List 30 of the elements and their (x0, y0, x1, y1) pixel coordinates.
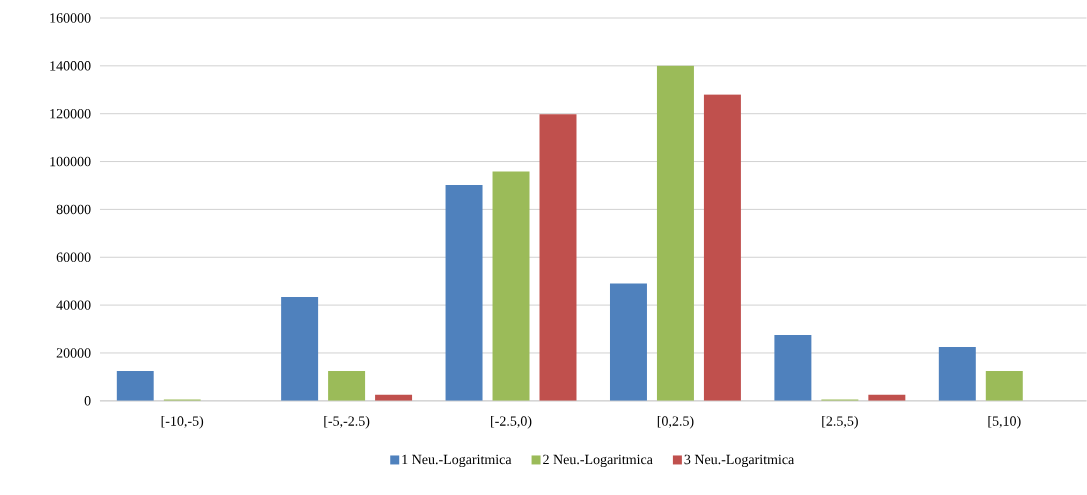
y-tick-label: 120000 (50, 109, 91, 119)
bar (703, 94, 741, 401)
x-tick-label: [-10,-5) (161, 416, 204, 429)
x-tick-label: [5,10) (988, 416, 1021, 429)
x-tick-label: [2.5,5) (822, 416, 858, 429)
y-tick-label: 100000 (50, 156, 91, 167)
bar (539, 114, 577, 401)
bar (328, 371, 366, 401)
bar (116, 371, 154, 401)
legend-label: 1 Neu.-Logaritmica (402, 454, 512, 468)
y-tick-label: 140000 (50, 61, 91, 71)
x-tick-label: [-2.5,0) (491, 416, 532, 429)
bar (492, 171, 530, 401)
bar (656, 65, 694, 401)
y-tick-label: 160000 (50, 13, 91, 23)
bar (445, 185, 483, 401)
bar (985, 371, 1023, 401)
y-tick-label: 20000 (56, 348, 91, 358)
x-tick-label: [0,2.5) (657, 416, 694, 429)
bar (609, 283, 647, 401)
x-tick-label: [-5,-2.5) (324, 416, 370, 429)
y-tick-label: 0 (84, 396, 91, 406)
bar (774, 335, 812, 401)
bar (281, 297, 319, 401)
y-tick-label: 40000 (56, 300, 91, 310)
bar (938, 347, 976, 401)
y-tick-label: 80000 (56, 204, 91, 215)
legend-label: 3 Neu.-Logaritmica (684, 454, 795, 468)
legend-label: 2 Neu.-Logaritmica (543, 454, 653, 468)
y-tick-label: 60000 (56, 252, 91, 263)
